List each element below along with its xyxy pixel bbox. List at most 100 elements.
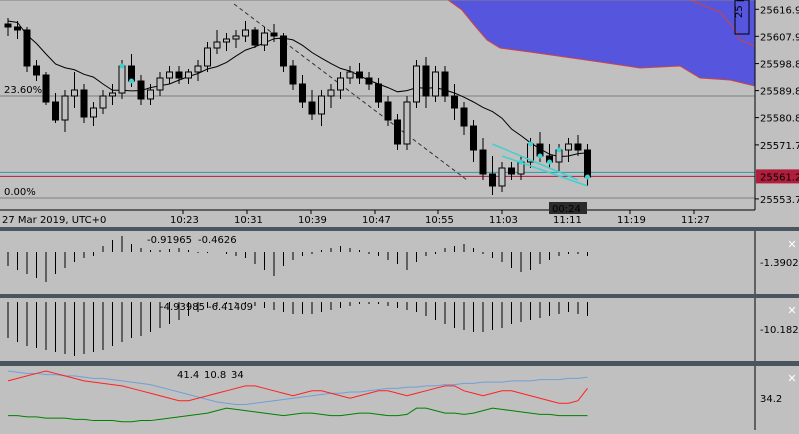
signal-marker: [537, 153, 543, 159]
candle-body: [346, 71, 354, 79]
candle-body: [413, 65, 420, 103]
current-time-box: [549, 202, 587, 214]
right-edge-box: [734, 0, 750, 35]
osma-tick-label: -10.1820: [760, 325, 799, 336]
candle-body: [289, 65, 297, 85]
candle-body: [308, 101, 316, 115]
candle-body: [223, 38, 230, 43]
osma-legend-value: -4.93985: [160, 302, 205, 313]
candle-body: [242, 29, 249, 37]
signal-marker: [547, 159, 552, 165]
candle-body: [52, 101, 59, 121]
ichimoku-cloud: [448, 0, 755, 86]
candle-body: [99, 95, 107, 109]
candle-body: [299, 83, 306, 103]
time-tick-label: 10:23: [170, 215, 199, 226]
fib-level-label: 23.60%: [4, 85, 42, 96]
candle-body: [479, 149, 487, 175]
time-tick-label: 10:55: [425, 215, 454, 226]
osma-legend-signal: -6.41409: [208, 302, 253, 313]
time-tick-label: 10:39: [298, 215, 327, 226]
close-osma-panel-icon[interactable]: ✕: [787, 304, 797, 317]
time-tick-label: 27 Mar 2019, UTC+0: [2, 215, 106, 226]
stochastic-line: [7, 370, 588, 405]
candle-body: [337, 77, 344, 91]
candle-body: [137, 80, 145, 100]
stochastic-legend-item: 41.4: [177, 370, 199, 381]
close-macd-panel-icon[interactable]: ✕: [787, 238, 797, 251]
stochastic-legend-item: 10.8: [204, 370, 226, 381]
candle-body: [327, 89, 335, 97]
time-tick-label: 11:27: [681, 215, 710, 226]
candle-body: [460, 107, 468, 127]
channel-line-lower: [501, 155, 588, 187]
candle-body: [422, 65, 430, 97]
candle-body: [14, 26, 21, 31]
candle-body: [441, 71, 449, 97]
time-tick-label: 10:47: [362, 215, 391, 226]
price-tick-label: 25616.9: [760, 5, 799, 16]
candle-body: [118, 65, 126, 94]
signal-marker: [556, 147, 562, 153]
candle-body: [156, 77, 164, 91]
candle-body: [508, 167, 515, 175]
current-price-label: 25561.2: [760, 172, 799, 183]
signal-marker: [528, 141, 533, 147]
candle-body: [489, 173, 496, 187]
candle-body: [375, 83, 382, 103]
candle-body: [204, 47, 211, 67]
price-tick-label: 25571.7: [760, 141, 799, 152]
macd-legend-signal: -0.4626: [198, 235, 237, 246]
candle-body: [270, 32, 278, 37]
price-tick-label: 25598.8: [760, 60, 799, 71]
candle-body: [175, 71, 183, 79]
candle-body: [318, 95, 325, 115]
signal-marker: [129, 78, 134, 84]
candle-body: [61, 95, 69, 121]
candle-body: [71, 89, 78, 97]
candle-body: [80, 89, 88, 118]
candle-body: [42, 74, 50, 103]
right-edge-label: 25 p: [734, 0, 745, 18]
candle-body: [356, 71, 363, 79]
candle-body: [90, 107, 97, 118]
time-tick-label: 10:31: [234, 215, 263, 226]
candle-body: [166, 71, 173, 79]
candle-body: [213, 41, 221, 49]
candle-body: [432, 71, 439, 97]
candle-body: [498, 167, 506, 187]
candle-body: [280, 35, 287, 67]
candle-body: [232, 35, 240, 40]
candle-body: [261, 32, 268, 46]
macd-tick-label: -1.39025: [760, 258, 799, 269]
candle-body: [451, 95, 458, 109]
price-tick-label: 25607.9: [760, 32, 799, 43]
candle-body: [403, 101, 411, 145]
moving-average-line: [7, 20, 588, 158]
time-tick-label: 11:19: [617, 215, 646, 226]
candle-body: [194, 65, 202, 73]
candle-body: [23, 29, 31, 67]
signal-marker: [518, 159, 524, 165]
fib-level-label: 0.00%: [4, 187, 36, 198]
stochastic-tick-label: 34.2: [760, 394, 782, 405]
panel-separator: [0, 294, 799, 298]
candle-body: [185, 71, 192, 79]
current-time-label: 00:24: [552, 204, 581, 215]
stochastic-legend-item: 34: [231, 370, 244, 381]
price-tick-label: 25553.7: [760, 195, 799, 206]
time-tick-label: 11:11: [553, 215, 582, 226]
candle-body: [394, 119, 401, 145]
candle-body: [109, 92, 116, 97]
current-price-box: [756, 169, 799, 184]
candle-body: [251, 29, 259, 46]
panel-separator: [0, 227, 799, 231]
ichimoku-cloud-border: [447, 0, 756, 87]
candle-body: [565, 143, 572, 151]
candle-body: [147, 89, 154, 100]
close-stochastic-panel-icon[interactable]: ✕: [787, 372, 797, 385]
price-tick-label: 25580.8: [760, 114, 799, 125]
candle-body: [584, 149, 591, 178]
